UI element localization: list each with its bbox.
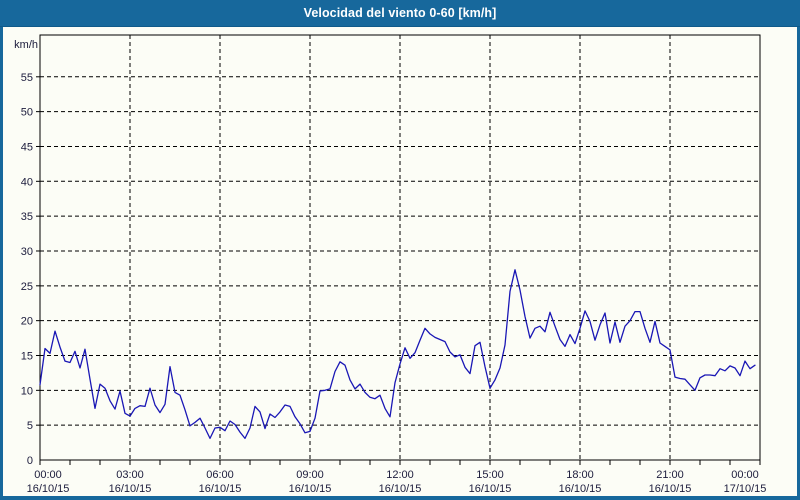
wind-speed-line: [39, 269, 756, 440]
x-tick-time-label: 18:00: [566, 469, 594, 481]
y-tick-label: 15: [21, 350, 33, 362]
x-tick-time-label: 12:00: [386, 469, 414, 481]
x-tick-date-label: 16/10/15: [379, 483, 422, 495]
y-tick-label: 50: [21, 107, 33, 119]
x-tick-date-label: 16/10/15: [649, 483, 692, 495]
x-tick-time-label: 00:00: [731, 469, 759, 481]
x-grid: [39, 35, 761, 465]
y-tick-label: 30: [21, 246, 33, 258]
x-tick-date-label: 16/10/15: [199, 483, 242, 495]
y-tick-label: 5: [27, 420, 33, 432]
y-tick-label: 45: [21, 141, 33, 153]
y-tick-label: 20: [21, 316, 33, 328]
x-tick-time-label: 06:00: [206, 469, 234, 481]
y-tick-label: 55: [21, 72, 33, 84]
y-tick-label: 25: [21, 281, 33, 293]
y-tick-label: 35: [21, 211, 33, 223]
x-tick-date-label: 17/10/15: [724, 483, 767, 495]
x-tick-time-label: 21:00: [656, 469, 684, 481]
y-tick-label: 0: [27, 455, 33, 467]
x-tick-time-label: 09:00: [296, 469, 324, 481]
x-tick-time-label: 03:00: [116, 469, 144, 481]
x-tick-time-label: 15:00: [476, 469, 504, 481]
x-tick-date-label: 16/10/15: [559, 483, 602, 495]
y-grid-and-labels: 0 5 10 15 20 25 30 35 40 45 50 55 km/h: [14, 39, 760, 467]
x-tick-date-label: 16/10/15: [289, 483, 332, 495]
plot-frame: [39, 34, 761, 461]
chart-title-bar: Velocidad del viento 0-60 [km/h]: [0, 0, 800, 27]
y-tick-label: 10: [21, 385, 33, 397]
x-tick-date-label: 16/10/15: [27, 483, 70, 495]
x-tick-date-label: 16/10/15: [109, 483, 152, 495]
y-tick-label: 40: [21, 176, 33, 188]
x-tick-time-label: 00:00: [34, 469, 62, 481]
x-tick-date-label: 16/10/15: [469, 483, 512, 495]
y-axis-unit-label: km/h: [14, 39, 38, 51]
chart-title: Velocidad del viento 0-60 [km/h]: [303, 6, 497, 20]
x-axis-labels: 00:00 16/10/15 03:00 16/10/15 06:00 16/10/15 0…: [27, 469, 767, 495]
